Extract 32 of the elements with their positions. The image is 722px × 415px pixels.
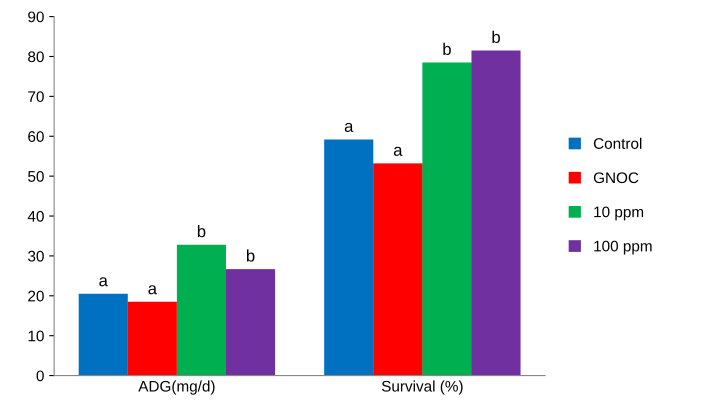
bar xyxy=(176,244,226,376)
legend-label: Control xyxy=(594,138,642,149)
x-tick-label: Survival (%) xyxy=(382,380,463,395)
bar xyxy=(373,163,422,376)
y-tick-label: 80 xyxy=(28,51,44,62)
bar xyxy=(128,302,177,376)
y-tick-label: 10 xyxy=(28,330,44,342)
y-tick-label: 40 xyxy=(28,210,44,222)
annotation: b xyxy=(246,249,254,262)
bar xyxy=(471,50,521,376)
y-tick-label: 90 xyxy=(28,11,44,22)
legend-label: GNOC xyxy=(594,172,638,184)
annotation: a xyxy=(394,146,402,156)
y-tick-label: 50 xyxy=(28,171,44,182)
annotation: b xyxy=(443,42,451,56)
y-tick-label: 70 xyxy=(28,91,44,102)
annotation: b xyxy=(198,225,206,238)
bar xyxy=(226,269,276,376)
bar xyxy=(422,62,472,376)
y-tick-label: 60 xyxy=(28,131,44,142)
y-tick-label: 30 xyxy=(28,250,44,262)
legend-label: 100 ppm xyxy=(594,240,652,255)
legend-label: 10 ppm xyxy=(594,206,644,220)
bar xyxy=(324,139,374,376)
annotation: a xyxy=(344,122,354,132)
annotation: b xyxy=(492,30,500,44)
y-tick-label: 20 xyxy=(28,290,44,302)
annotation: a xyxy=(148,285,157,294)
y-tick-label: 0 xyxy=(36,370,44,382)
bar xyxy=(78,294,128,376)
x-tick-label: ADG(mg/d) xyxy=(138,380,215,395)
annotation: a xyxy=(99,277,108,286)
